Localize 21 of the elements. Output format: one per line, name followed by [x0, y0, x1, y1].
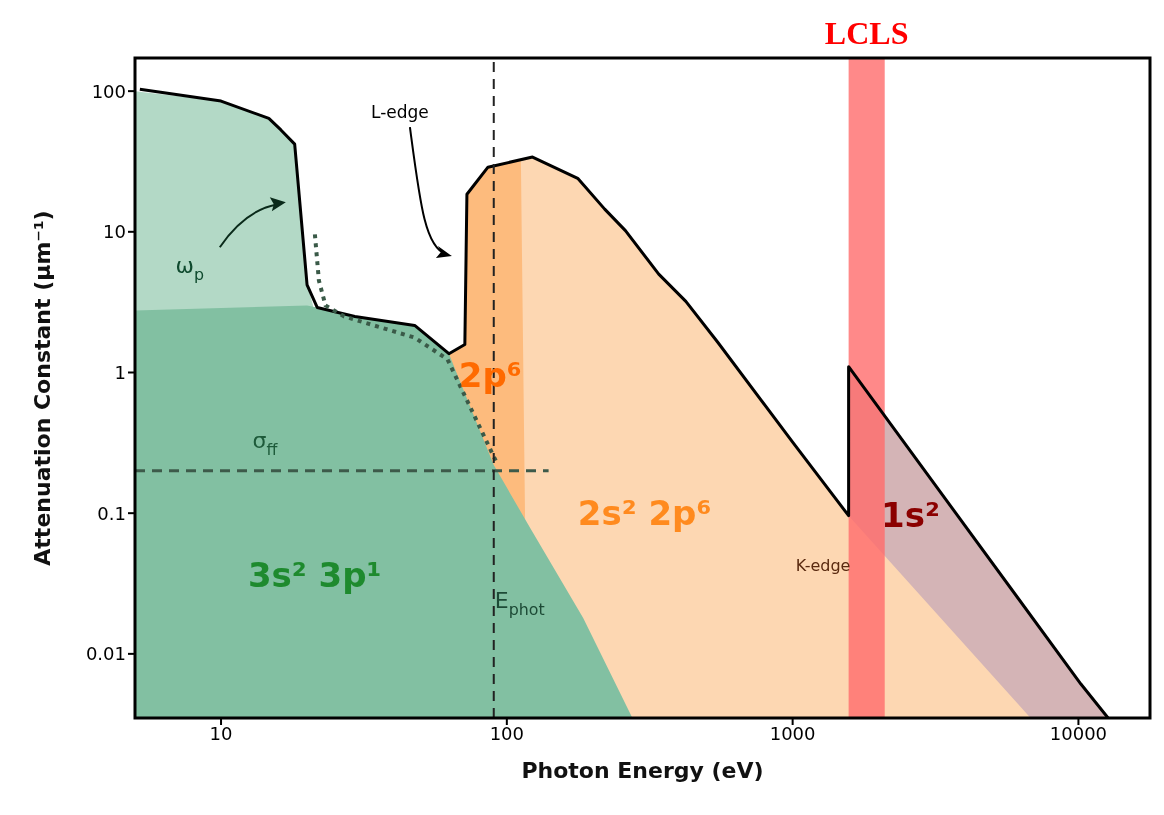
y-tick-label: 0.1 — [97, 502, 126, 524]
x-tick-label: 10 — [209, 722, 233, 744]
annotation: L-edge — [371, 102, 429, 123]
y-tick-label: 1 — [114, 361, 126, 383]
annotation: 2s² 2p⁶ — [577, 492, 712, 533]
x-tick-label: 1000 — [769, 722, 816, 744]
annotation: 2p⁶ — [458, 354, 522, 395]
annotation: 3s² 3p¹ — [247, 554, 382, 595]
annotation: 1s² — [881, 494, 940, 535]
y-tick-label: 10 — [103, 221, 126, 243]
annotation: σ$_{ff}$ — [252, 427, 279, 460]
y-axis-title: Attenuation Constant (μm⁻¹) — [29, 210, 55, 566]
y-tick-label: 0.01 — [85, 643, 126, 665]
x-tick-label: 100 — [489, 722, 525, 744]
x-axis-title: Photon Energy (eV) — [521, 758, 764, 783]
annotation: E$_{phot}$ — [494, 587, 545, 619]
annotation: ω$_{p}$ — [175, 252, 205, 285]
y-tick-label: 100 — [91, 80, 126, 102]
x-tick-label: 10000 — [1049, 722, 1108, 744]
annotation: K-edge — [795, 555, 851, 575]
band-label: LCLS — [824, 15, 909, 51]
